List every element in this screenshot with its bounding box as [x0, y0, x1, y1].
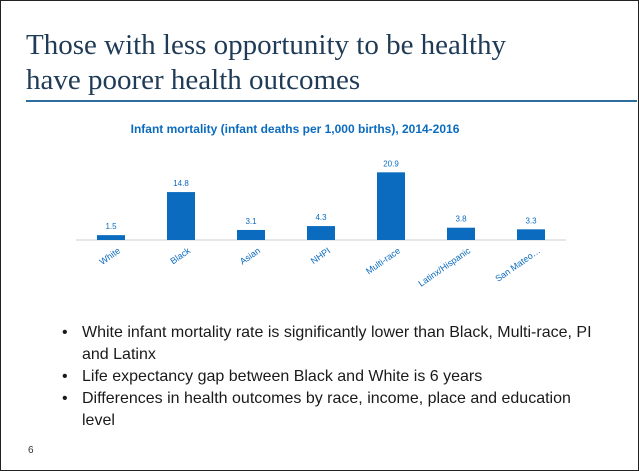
slide-title-line-1: Those with less opportunity to be health… — [26, 29, 507, 61]
bullet-list: • White infant mortality rate is signific… — [62, 322, 602, 432]
bar-white — [97, 235, 125, 240]
chart-title: Infant mortality (infant deaths per 1,00… — [130, 122, 460, 136]
bar-nhpi — [307, 226, 335, 240]
slide-title: Those with less opportunity to be health… — [26, 28, 616, 98]
slide-number: 6 — [28, 445, 34, 456]
bullet-item: • Differences in health outcomes by race,… — [62, 388, 602, 432]
x-tick-label: San Mateo… — [493, 245, 542, 283]
x-tick-label: Asian — [238, 245, 262, 266]
bullet-text: Differences in health outcomes by race, … — [82, 390, 571, 429]
data-label: 3.3 — [525, 216, 537, 225]
bullet-item: • White infant mortality rate is signific… — [62, 322, 602, 366]
bar-latinx-hispanic — [447, 227, 475, 240]
bullet-icon: • — [62, 368, 68, 385]
x-tick-label: Black — [168, 245, 192, 266]
bar-asian — [237, 229, 265, 240]
bar-black — [167, 192, 195, 240]
data-label: 20.9 — [383, 159, 399, 168]
x-tick-label: White — [98, 245, 123, 266]
slide-title-line-2: have poorer health outcomes — [26, 64, 361, 96]
bullet-item: • Life expectancy gap between Black and W… — [62, 366, 602, 388]
bar-san-mateo — [517, 229, 545, 240]
data-label: 4.3 — [315, 213, 327, 222]
data-label: 14.8 — [173, 179, 189, 188]
x-tick-label: Latinx/Hispanic — [416, 245, 472, 288]
data-label: 3.1 — [245, 217, 257, 226]
x-tick-label: NHPI — [309, 245, 332, 266]
bar-multi-race — [377, 172, 405, 240]
x-tick-label: Multi-race — [364, 245, 402, 276]
data-label: 1.5 — [105, 222, 117, 231]
title-divider — [26, 100, 637, 102]
bullet-icon: • — [62, 324, 68, 341]
data-label: 3.8 — [455, 215, 467, 224]
bullet-icon: • — [62, 390, 68, 407]
bullet-text: Life expectancy gap between Black and Wh… — [82, 368, 483, 385]
bullet-text: White infant mortality rate is significa… — [82, 324, 592, 363]
